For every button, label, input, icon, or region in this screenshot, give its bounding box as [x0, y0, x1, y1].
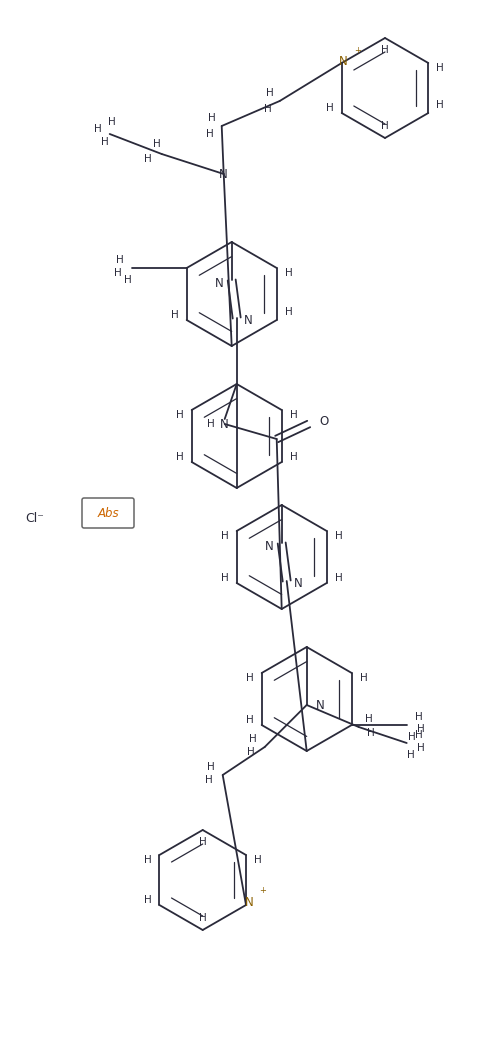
Text: H: H [415, 730, 422, 740]
Text: H: H [144, 855, 152, 865]
Text: H: H [417, 743, 424, 753]
Text: H: H [326, 103, 334, 113]
Text: H: H [335, 531, 342, 541]
Text: N: N [220, 167, 228, 181]
Text: +: + [354, 46, 360, 55]
Text: H: H [266, 88, 274, 98]
FancyBboxPatch shape [82, 498, 134, 528]
Text: H: H [221, 531, 228, 541]
Text: H: H [249, 734, 256, 744]
Text: H: H [365, 714, 372, 724]
Text: H: H [176, 452, 184, 462]
Text: H: H [246, 715, 254, 725]
Text: H: H [436, 63, 444, 73]
Text: H: H [290, 452, 298, 462]
Text: H: H [360, 673, 368, 683]
Text: H: H [207, 762, 214, 772]
Text: N: N [244, 314, 253, 326]
Text: H: H [206, 129, 214, 139]
Text: H: H [144, 895, 152, 905]
Text: +: + [259, 886, 266, 895]
Text: H: H [124, 275, 132, 285]
Text: H: H [199, 913, 206, 923]
Text: H: H [221, 573, 228, 583]
Text: N: N [216, 277, 224, 289]
Text: Abs: Abs [97, 507, 119, 519]
Text: H: H [208, 113, 216, 123]
Text: H: H [171, 310, 178, 320]
Text: H: H [101, 137, 108, 147]
Text: H: H [108, 117, 116, 127]
Text: H: H [285, 307, 292, 317]
Text: H: H [407, 750, 414, 760]
Text: H: H [247, 747, 254, 757]
Text: N: N [294, 577, 303, 589]
Text: H: H [381, 45, 389, 55]
Text: H: H [94, 124, 102, 134]
Text: H: H [114, 268, 122, 278]
Text: H: H [408, 732, 416, 742]
Text: N: N [340, 54, 348, 68]
Text: H: H [417, 724, 424, 734]
Text: H: H [116, 255, 124, 265]
Text: H: H [415, 712, 422, 722]
Text: H: H [285, 268, 292, 278]
Text: N: N [244, 896, 254, 908]
Text: N: N [316, 698, 325, 712]
Text: H: H [205, 775, 212, 785]
Text: H: H [153, 139, 160, 149]
Text: O: O [319, 415, 328, 427]
Text: H: H [264, 104, 272, 114]
Text: H: H [176, 410, 184, 420]
Text: H: H [199, 837, 206, 847]
Text: N: N [266, 539, 274, 553]
Text: H: H [254, 855, 262, 865]
Text: N: N [220, 418, 229, 431]
Text: Cl⁻: Cl⁻ [26, 511, 44, 525]
Text: H: H [207, 419, 214, 429]
Text: H: H [144, 154, 152, 164]
Text: H: H [246, 673, 254, 683]
Text: H: H [335, 573, 342, 583]
Text: H: H [367, 728, 374, 738]
Text: H: H [436, 100, 444, 110]
Text: H: H [381, 121, 389, 131]
Text: H: H [290, 410, 298, 420]
